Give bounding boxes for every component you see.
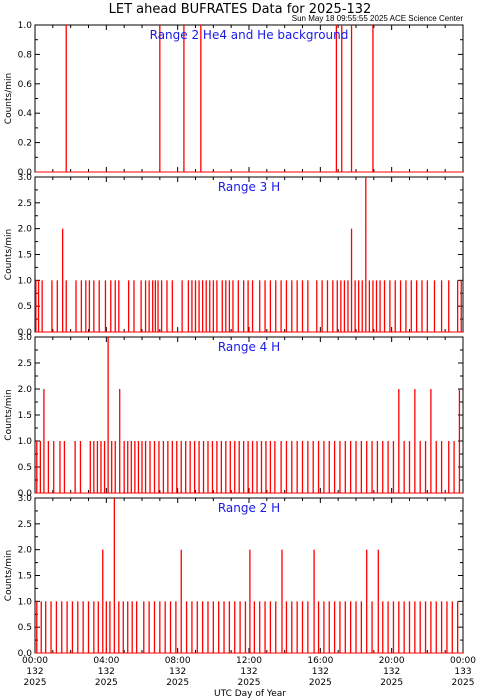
y-tick-label: 3.0 [18, 333, 33, 343]
y-tick-label: 1.0 [18, 597, 33, 607]
y-tick-label: 0.4 [18, 109, 33, 119]
y-tick-label: 0.5 [18, 302, 32, 312]
y-tick-label: 0.0 [18, 168, 33, 178]
y-tick-label: 2.5 [18, 520, 32, 530]
x-tick-doy-label: 132 [240, 667, 257, 677]
x-tick-year-label: 2025 [309, 678, 332, 688]
x-axis-label: UTC Day of Year [214, 689, 286, 699]
panel-title: Range 3 H [218, 180, 280, 194]
y-tick-label: 3.0 [18, 494, 33, 504]
x-tick-year-label: 2025 [166, 678, 189, 688]
x-tick-doy-label: 132 [312, 667, 329, 677]
panel-4: 0.0 0.5 1.0 1.5 2.0 2.5 3.0 Counts/min Range 2 H [4, 494, 464, 659]
panel-title: Range 4 H [218, 340, 280, 354]
y-tick-label: 3.0 [18, 173, 33, 183]
y-tick-label: 0.8 [18, 50, 33, 60]
x-tick-doy-label: 133 [454, 667, 471, 677]
x-tick-time-label: 20:00 [379, 656, 405, 666]
y-tick-label: 0.5 [18, 623, 32, 633]
y-tick-label: 2.0 [18, 385, 33, 395]
y-tick-label: 0.5 [18, 463, 32, 473]
y-tick-label: 1.5 [18, 572, 32, 582]
y-axis-label: Counts/min [4, 389, 14, 440]
x-tick-year-label: 2025 [95, 678, 118, 688]
panel-3: 0.0 0.5 1.0 1.5 2.0 2.5 3.0 Counts/min Range 4 H [4, 333, 464, 499]
timestamp-label: Sun May 18 09:55:55 2025 ACE Science Cen… [292, 14, 464, 23]
x-tick-time-label: 00:00 [450, 656, 476, 666]
y-tick-label: 1.0 [18, 437, 33, 447]
y-tick-label: 2.5 [18, 199, 32, 209]
x-axis: 00:00132202504:00132202508:00132202512:0… [22, 656, 476, 688]
y-tick-label: 0.0 [18, 489, 33, 499]
y-tick-label: 1.0 [18, 276, 33, 286]
x-tick-year-label: 2025 [238, 678, 261, 688]
x-tick-year-label: 2025 [452, 678, 475, 688]
x-tick-time-label: 08:00 [165, 656, 191, 666]
y-axis-label: Counts/min [4, 550, 14, 601]
figure-title: LET ahead BUFRATES Data for 2025-132 [109, 2, 372, 17]
x-tick-time-label: 12:00 [236, 656, 262, 666]
y-tick-label: 0.6 [18, 80, 33, 90]
x-tick-year-label: 2025 [24, 678, 47, 688]
x-tick-time-label: 04:00 [93, 656, 119, 666]
y-axis-label: Counts/min [4, 73, 14, 124]
y-tick-label: 0.0 [18, 328, 33, 338]
panel-1: 0.0 0.2 0.4 0.6 0.8 1.0 Counts/min Range 2 He4 … [4, 21, 464, 178]
y-tick-label: 1.5 [18, 411, 32, 421]
y-tick-label: 2.0 [18, 546, 33, 556]
x-tick-doy-label: 132 [26, 667, 43, 677]
y-tick-label: 0.2 [18, 139, 32, 149]
panel-title: Range 2 H [218, 501, 280, 515]
y-tick-label: 1.5 [18, 251, 32, 261]
x-tick-doy-label: 132 [98, 667, 115, 677]
y-tick-label: 2.0 [18, 225, 33, 235]
x-tick-doy-label: 132 [383, 667, 400, 677]
x-tick-year-label: 2025 [380, 678, 403, 688]
y-tick-label: 2.5 [18, 359, 32, 369]
y-tick-label: 0.0 [18, 649, 33, 659]
x-tick-time-label: 00:00 [22, 656, 48, 666]
y-axis-label: Counts/min [4, 229, 14, 280]
y-tick-label: 1.0 [18, 21, 33, 31]
x-tick-time-label: 16:00 [307, 656, 333, 666]
panels: 0.0 0.2 0.4 0.6 0.8 1.0 Counts/min Range 2 He4 … [4, 21, 464, 659]
x-tick-doy-label: 132 [169, 667, 186, 677]
panel-2: 0.0 0.5 1.0 1.5 2.0 2.5 3.0 Counts/min Range 3 H [4, 173, 464, 338]
panel-title: Range 2 He4 and He background [150, 28, 349, 42]
